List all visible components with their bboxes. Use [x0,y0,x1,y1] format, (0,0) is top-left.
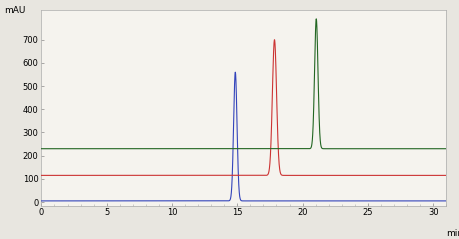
X-axis label: min: min [445,229,459,238]
Y-axis label: mAU: mAU [4,6,25,15]
